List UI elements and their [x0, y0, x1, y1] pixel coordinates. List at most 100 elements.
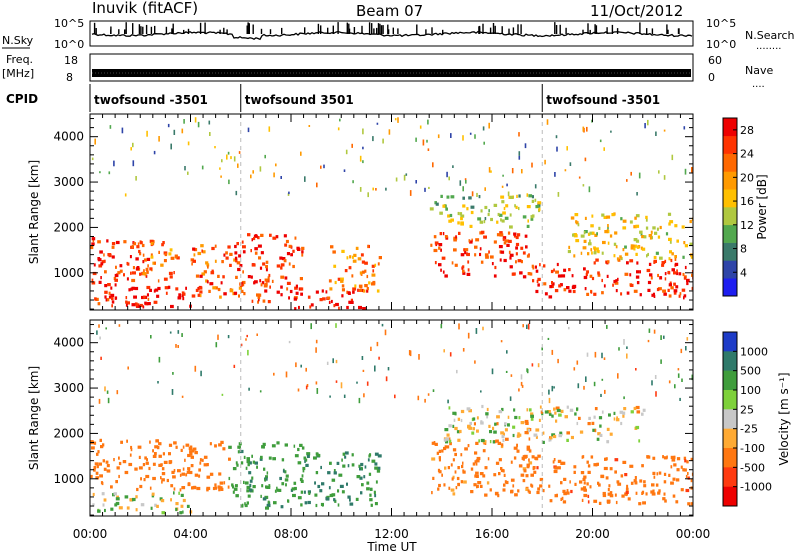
power-echo-cell: [348, 300, 351, 304]
power-echo-cell: [262, 262, 266, 266]
velocity-echo-cell: [479, 472, 484, 476]
velocity-echo-cell: [370, 487, 373, 491]
power-echo-cell: [544, 159, 546, 165]
velocity-echo-cell: [672, 477, 676, 481]
velocity-echo-cell: [193, 485, 197, 489]
velocity-echo-cell: [686, 460, 689, 464]
power-echo-cell: [119, 264, 123, 268]
power-echo-cell: [468, 239, 471, 243]
velocity-echo-cell: [609, 467, 613, 471]
velocity-echo-cell: [604, 457, 607, 461]
velocity-echo-cell: [359, 476, 363, 480]
power-echo-cell: [669, 220, 674, 224]
power-echo-cell: [455, 235, 457, 239]
power-echo-cell: [422, 139, 425, 146]
power-echo-cell: [515, 242, 520, 247]
velocity-echo-cell: [336, 461, 340, 465]
power-echo-cell: [521, 169, 523, 174]
power-echo-cell: [395, 177, 398, 182]
velocity-echo-cell: [177, 345, 179, 348]
velocity-echo-cell: [520, 421, 525, 425]
power-echo-cell: [678, 272, 682, 276]
nsearch-tick-bottom: 10^0: [706, 38, 736, 51]
power-echo-cell: [439, 211, 443, 215]
velocity-echo-cell: [530, 417, 534, 421]
velocity-echo-cell: [622, 411, 626, 415]
velocity-echo-cell: [251, 454, 253, 458]
velocity-echo-cell: [462, 348, 465, 352]
power-echo-cell: [617, 258, 621, 262]
power-echo-cell: [434, 241, 439, 245]
power-echo-cell: [108, 171, 111, 175]
power-echo-cell: [500, 195, 505, 199]
power-echo-cell: [493, 240, 497, 244]
freq-panel: Freq. [MHz] 18 8 60 0 Nave ....: [2, 53, 773, 90]
power-echo-cell: [165, 291, 168, 295]
velocity-echo-cell: [452, 448, 457, 452]
velocity-echo-cell: [445, 440, 449, 444]
velocity-echo-cell: [328, 486, 331, 490]
power-echo-cell: [482, 126, 485, 131]
velocity-echo-cell: [158, 463, 162, 467]
power-echo-cell: [372, 187, 374, 191]
power-echo-cell: [471, 191, 474, 197]
velocity-echo-cell: [161, 467, 165, 471]
velocity-echo-cell: [179, 473, 182, 477]
power-echo-cell: [146, 285, 151, 290]
power-echo-cell: [254, 280, 258, 284]
y-tick-label: 4000: [53, 130, 84, 144]
velocity-echo-cell: [231, 483, 234, 487]
power-echo-cell: [511, 272, 515, 276]
velocity-echo-cell: [603, 466, 608, 471]
power-echo-cell: [488, 167, 491, 173]
velocity-echo-cell: [295, 362, 297, 368]
velocity-echo-cell: [333, 469, 336, 473]
velocity-echo-cell: [582, 455, 585, 459]
velocity-echo-cell: [616, 416, 618, 420]
power-echo-cell: [518, 155, 521, 160]
velocity-echo-cell: [617, 373, 619, 379]
velocity-echo-cell: [441, 449, 444, 453]
power-echo-cell: [663, 129, 666, 132]
power-echo-cell: [276, 290, 280, 294]
velocity-echo-cell: [615, 418, 620, 422]
power-echo-cell: [591, 251, 593, 255]
power-echo-cell: [128, 288, 131, 292]
velocity-echo-cell: [623, 396, 625, 400]
velocity-echo-cell: [602, 493, 607, 498]
power-echo-cell: [659, 225, 662, 230]
power-echo-cell: [593, 251, 597, 255]
velocity-echo-cell: [272, 457, 276, 461]
power-echo-cell: [221, 260, 224, 264]
power-echo-cell: [429, 207, 434, 211]
velocity-echo-cell: [657, 491, 661, 495]
power-cpid-markers: [240, 114, 543, 310]
power-echo-cell: [689, 219, 692, 224]
power-echo-cell: [445, 207, 448, 211]
velocity-echo-cell: [518, 416, 521, 420]
power-colorbar-label: Power [dB]: [755, 174, 769, 239]
power-echo-cell: [634, 216, 637, 220]
velocity-echo-cell: [463, 480, 467, 484]
power-echo-cell: [92, 271, 97, 276]
power-echo-cell: [253, 234, 258, 238]
velocity-echo-cell: [684, 459, 687, 463]
power-echo-cell: [161, 243, 164, 247]
velocity-echo-cell: [129, 498, 133, 502]
power-echo-cell: [332, 250, 336, 254]
velocity-echo-cell: [599, 433, 603, 437]
power-echo-cell: [517, 259, 522, 263]
velocity-echo-cell: [93, 441, 97, 445]
velocity-echo-cell: [268, 484, 271, 488]
velocity-echo-cell: [149, 486, 152, 490]
velocity-echo-cell: [301, 474, 304, 478]
power-echo-cell: [639, 270, 641, 274]
velocity-echo-cell: [541, 347, 543, 351]
power-echo-cell: [653, 255, 657, 260]
velocity-echo-cell: [106, 464, 110, 468]
velocity-echo-cell: [449, 442, 452, 446]
velocity-echo-cell: [522, 479, 526, 483]
velocity-echo-cell: [218, 443, 222, 447]
power-echo-cell: [242, 245, 246, 249]
power-echo-cell: [141, 295, 145, 300]
